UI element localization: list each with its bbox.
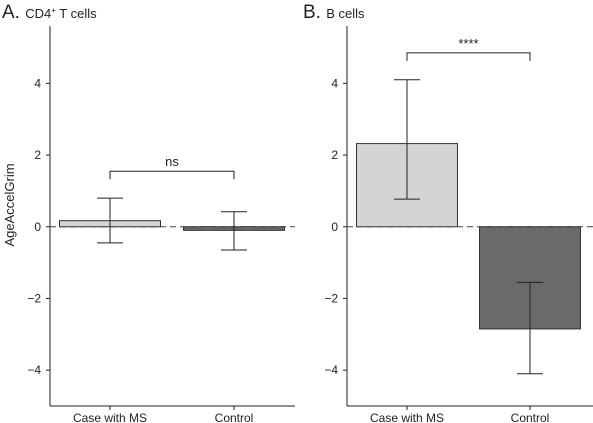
panel-title: B. B cells — [303, 2, 365, 23]
y-axis-label: AgeAccelGrim — [2, 163, 17, 246]
category-label: Case with MS — [73, 411, 147, 423]
y-tick-label: −2 — [27, 291, 41, 305]
y-tick-label: −4 — [27, 363, 41, 377]
chart-panel-a: A. CD4+ T cells −4 −2 0 2 4 Case with MS Contro… — [2, 2, 295, 423]
y-tick-label: −2 — [324, 291, 338, 305]
category-label: Case with MS — [370, 411, 444, 423]
significance-bracket — [406, 52, 531, 61]
category-label: Control — [215, 411, 254, 423]
significance-bracket — [109, 170, 235, 180]
panel-title-suffix: T cells — [56, 6, 97, 21]
significance-label: ns — [165, 154, 179, 169]
panel-title-text: CD4 — [25, 6, 51, 21]
y-tick-label: 0 — [331, 220, 338, 234]
category-label: Control — [511, 411, 550, 423]
y-tick-label: 2 — [34, 148, 41, 162]
panel-title-superscript: + — [51, 6, 56, 15]
panel-title-text: B cells — [326, 6, 365, 21]
y-tick-label: 4 — [34, 76, 41, 90]
chart-panel-b: B. B cells −4 −2 0 2 4 Case with MS Control **** — [303, 2, 593, 423]
y-tick-label: 4 — [331, 76, 338, 90]
significance-label: **** — [458, 36, 478, 51]
panel-letter: A. — [2, 2, 25, 23]
y-tick-label: 2 — [331, 148, 338, 162]
panel-letter: B. — [303, 2, 326, 23]
y-tick-label: 0 — [34, 220, 41, 234]
y-tick-label: −4 — [324, 363, 338, 377]
panel-title: A. CD4+ T cells — [2, 2, 97, 23]
